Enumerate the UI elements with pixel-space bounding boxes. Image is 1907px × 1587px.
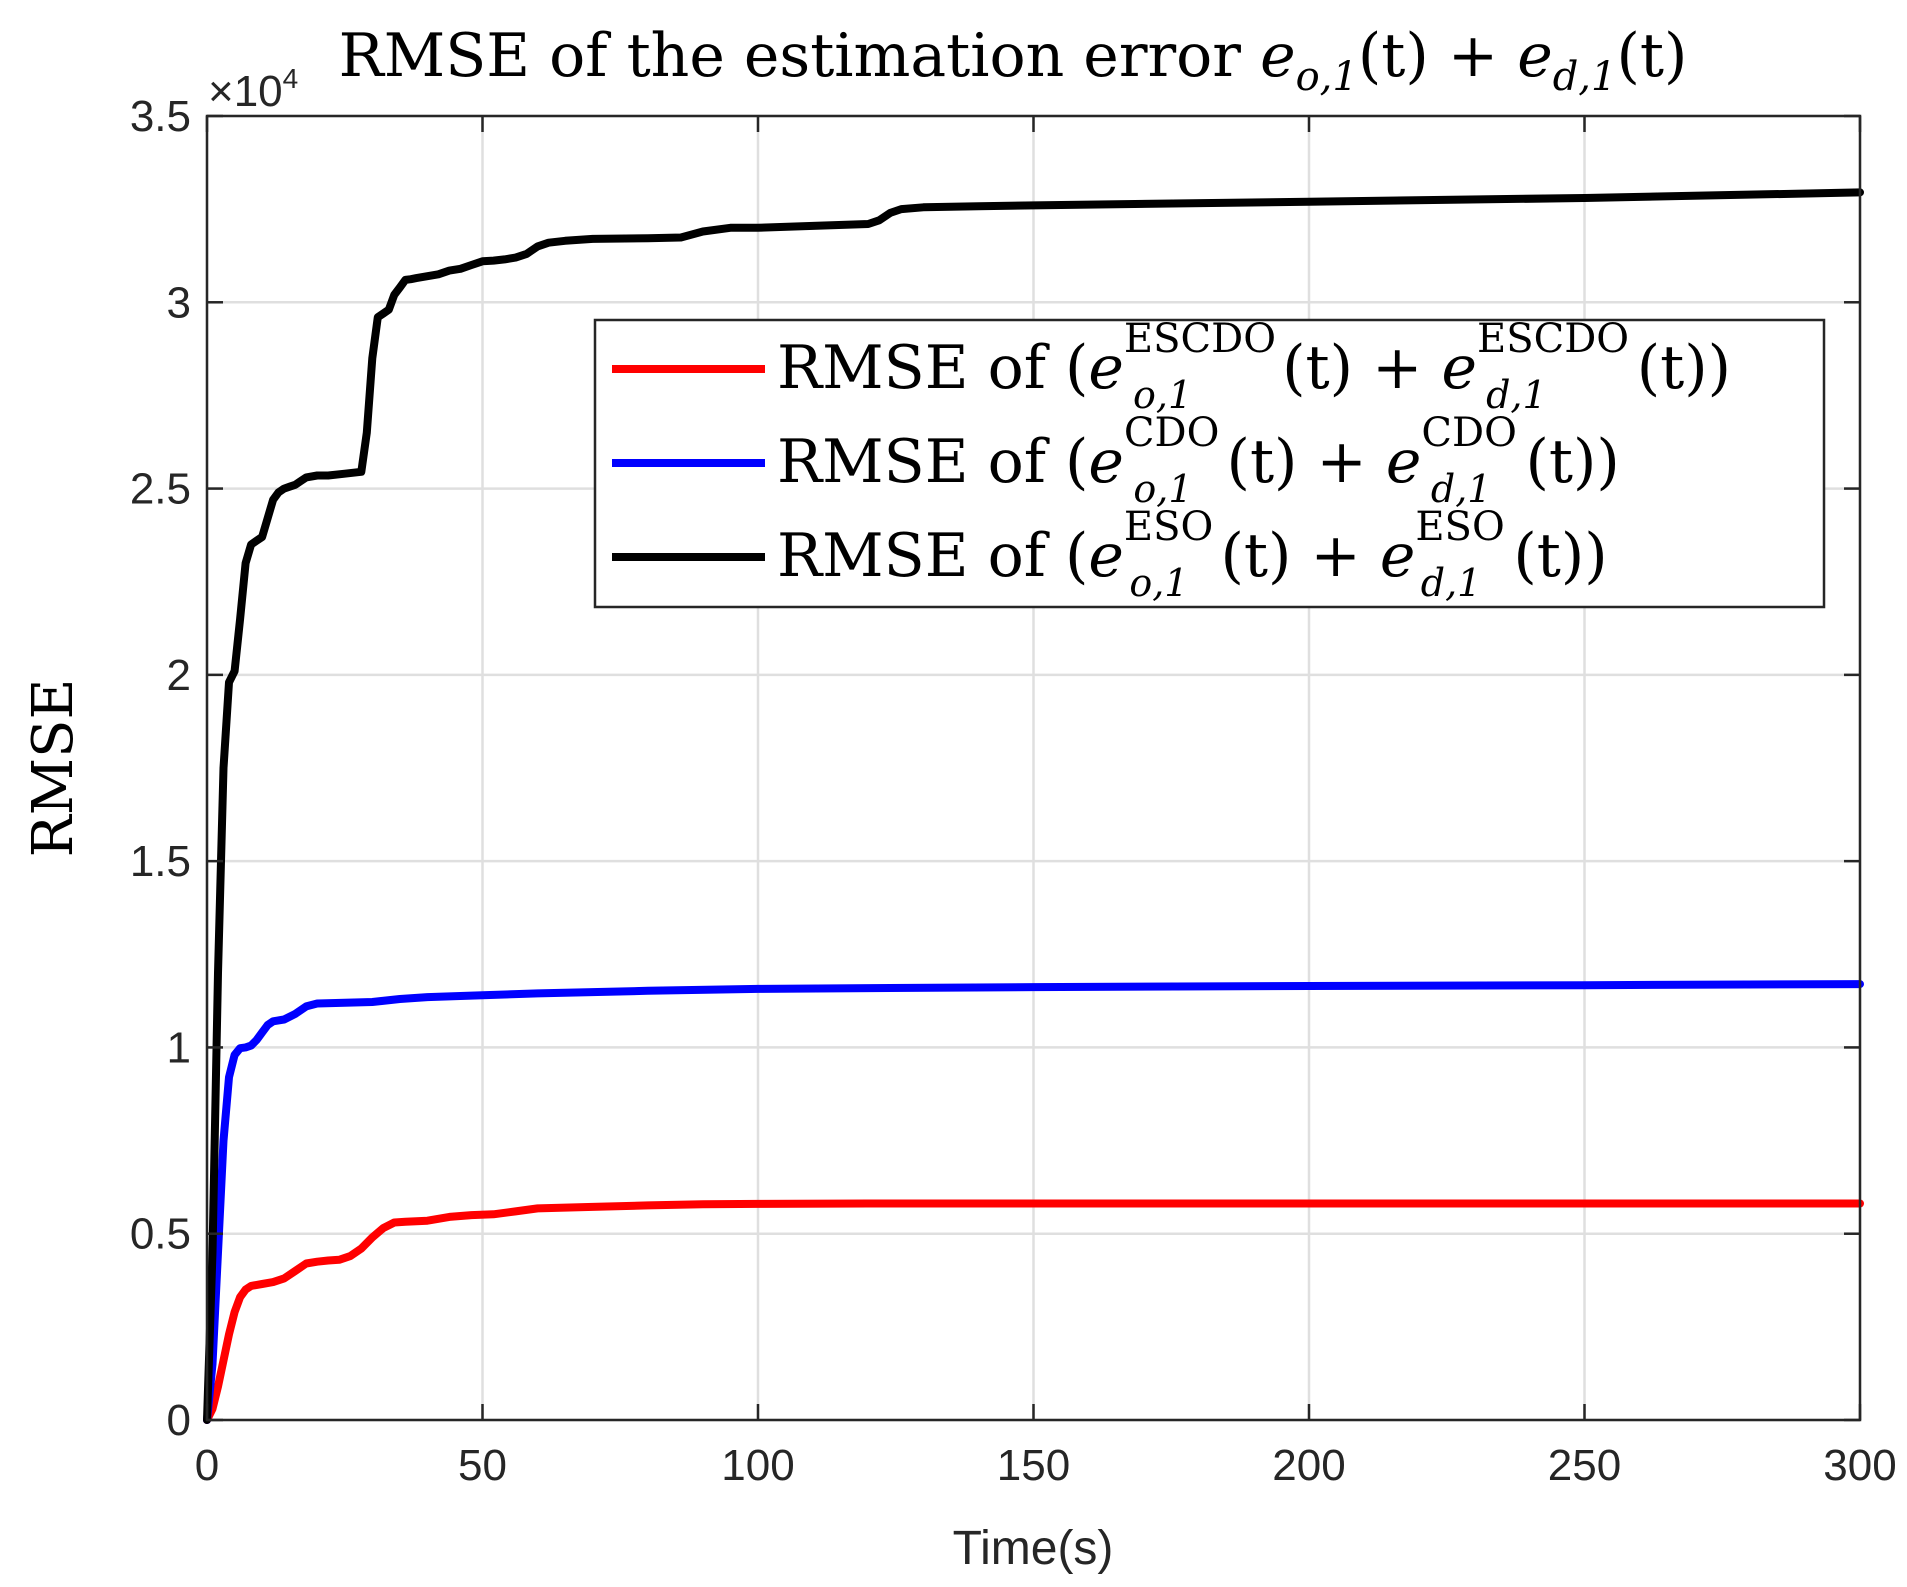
- series-line-escdo: [203, 1199, 1864, 1424]
- legend-label-cdo: RMSE of (eCDO o,1 (t) + eCDO d,1 (t)): [777, 410, 1620, 511]
- y-tick-label: 2.5: [130, 465, 191, 514]
- axis-ticks: [205, 114, 1862, 1422]
- y-tick-label: 3.5: [130, 92, 191, 141]
- x-tick-label: 250: [1548, 1441, 1621, 1490]
- x-tick-label: 0: [195, 1441, 219, 1490]
- x-tick-label: 100: [721, 1441, 794, 1490]
- legend: RMSE of (eESCDO o,1 (t) + eESCDO d,1 (t)) RM…: [593, 316, 1826, 609]
- y-tick-label: 1.5: [130, 837, 191, 886]
- x-tick-label: 200: [1272, 1441, 1345, 1490]
- y-axis-label: RMSE: [21, 679, 86, 858]
- series-line-eso: [203, 188, 1864, 1424]
- legend-entry-escdo: RMSE of (eESCDO o,1 (t) + eESCDO d,1 (t)): [612, 316, 1731, 417]
- series-line-cdo: [203, 980, 1864, 1424]
- legend-label-escdo: RMSE of (eESCDO o,1 (t) + eESCDO d,1 (t)): [777, 316, 1731, 417]
- y-exponent-label: ×104: [208, 63, 298, 116]
- chart-title: RMSE of the estimation error eo,1(t) + e…: [339, 21, 1688, 100]
- y-tick-labels: 0 0.5 1 1.5 2 2.5 3 3.5: [130, 92, 191, 1445]
- y-tick-label: 3: [167, 278, 191, 327]
- y-tick-label: 0.5: [130, 1210, 191, 1259]
- y-tick-label: 0: [167, 1396, 191, 1445]
- y-tick-label: 1: [167, 1023, 191, 1072]
- x-tick-label: 300: [1823, 1441, 1896, 1490]
- legend-box: [593, 318, 1826, 609]
- y-tick-label: 2: [167, 651, 191, 700]
- series-lines: [203, 188, 1864, 1424]
- x-tick-label: 50: [458, 1441, 507, 1490]
- legend-entry-cdo: RMSE of (eCDO o,1 (t) + eCDO d,1 (t)): [612, 410, 1620, 511]
- legend-label-eso: RMSE of (eESO o,1 (t) + eESO d,1 (t)): [777, 504, 1608, 605]
- x-tick-label: 150: [997, 1441, 1070, 1490]
- x-axis-label: Time(s): [953, 1522, 1114, 1575]
- x-tick-labels: 0 50 100 150 200 250 300: [195, 1441, 1897, 1490]
- legend-entry-eso: RMSE of (eESO o,1 (t) + eESO d,1 (t)): [612, 504, 1608, 605]
